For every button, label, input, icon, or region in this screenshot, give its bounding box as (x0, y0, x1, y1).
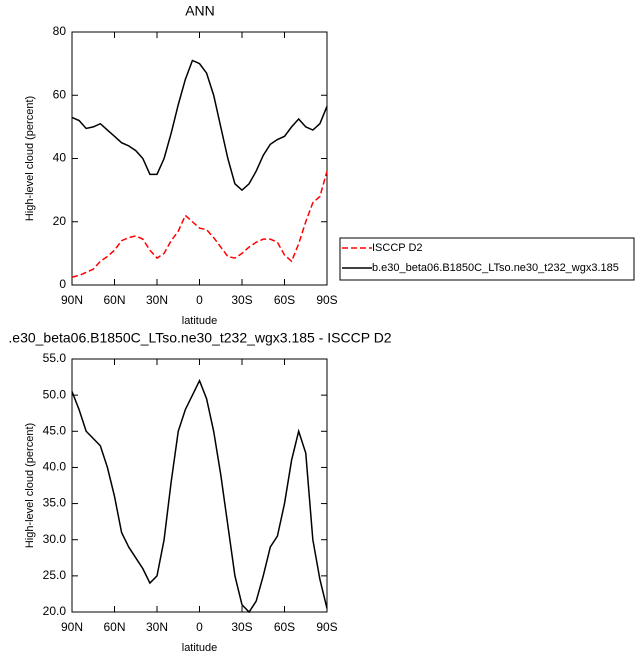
y-tick-label: 0 (59, 277, 66, 291)
y-tick-label: 20 (53, 214, 67, 228)
x-tick-label: 90S (316, 293, 337, 307)
x-tick-label: 60N (103, 620, 125, 634)
chart-title: ANN (185, 3, 215, 19)
series-line (71, 59, 328, 192)
x-tick-label: 60N (103, 293, 125, 307)
x-axis-label: latitude (182, 315, 217, 327)
y-tick-label: 40 (53, 151, 67, 165)
series-line (71, 170, 328, 278)
legend-label: ISCCP D2 (372, 242, 423, 254)
y-tick-label: 60 (53, 87, 67, 101)
x-tick-label: 90N (61, 293, 83, 307)
x-tick-label: 0 (196, 293, 203, 307)
x-tick-label: 60S (274, 620, 295, 634)
y-tick-label: 40.0 (43, 460, 67, 474)
legend-box (339, 237, 635, 281)
x-tick-label: 0 (196, 620, 203, 634)
x-tick-label: 30N (146, 293, 168, 307)
series-line (71, 378, 328, 614)
y-axis-label: High-level cloud (percent) (24, 96, 36, 221)
y-tick-label: 25.0 (43, 568, 67, 582)
x-tick-label: 30N (146, 620, 168, 634)
plot-frame (71, 31, 328, 286)
x-tick-label: 30S (231, 620, 252, 634)
x-axis-label: latitude (182, 642, 217, 654)
x-tick-label: 60S (274, 293, 295, 307)
y-tick-label: 45.0 (43, 423, 67, 437)
legend-label: b.e30_beta06.B1850C_LTso.ne30_t232_wgx3.… (372, 262, 619, 274)
x-tick-label: 90N (61, 620, 83, 634)
y-tick-label: 20.0 (43, 604, 67, 618)
y-tick-label: 30.0 (43, 532, 67, 546)
plot-frame (71, 358, 328, 613)
y-tick-label: 35.0 (43, 496, 67, 510)
chart-title: .e30_beta06.B1850C_LTso.ne30_t232_wgx3.1… (8, 330, 391, 346)
y-tick-label: 55.0 (43, 351, 67, 365)
x-tick-label: 30S (231, 293, 252, 307)
y-axis-label: High-level cloud (percent) (24, 423, 36, 548)
y-tick-label: 80 (53, 24, 67, 38)
x-tick-label: 90S (316, 620, 337, 634)
y-tick-label: 50.0 (43, 387, 67, 401)
